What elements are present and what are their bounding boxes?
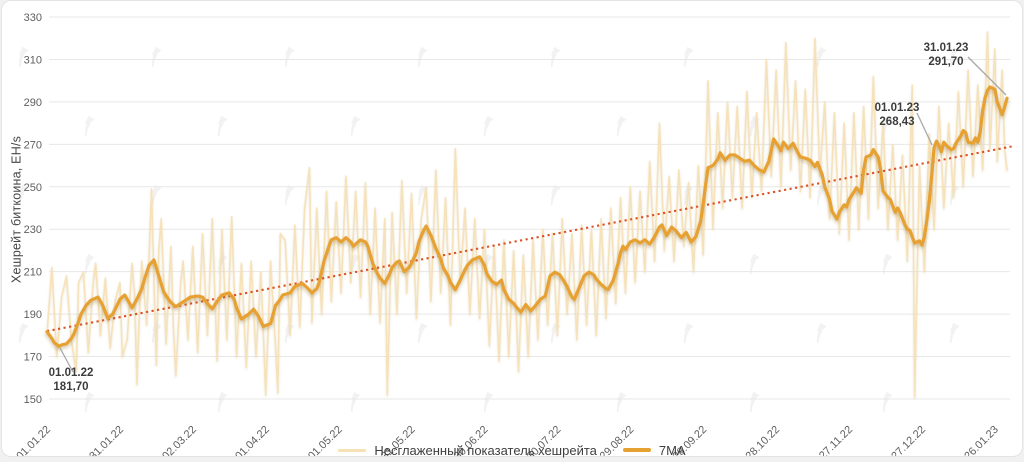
trend-line	[46, 145, 1013, 333]
y-tick-label: 330	[24, 12, 42, 24]
y-tick-label: 170	[24, 352, 42, 364]
legend-label-7ma: 7MA	[658, 442, 686, 458]
y-tick-label: 270	[24, 139, 42, 151]
legend: Несглаженный показатель хешрейта 7MA	[2, 441, 1022, 459]
y-tick-label: 290	[24, 97, 42, 109]
annotation-value: 181,70	[53, 380, 89, 393]
y-tick-label: 190	[24, 309, 42, 321]
callout-line	[967, 56, 1007, 96]
legend-swatch-7ma	[622, 448, 651, 452]
y-tick-label: 210	[24, 267, 42, 279]
callout-line	[59, 347, 74, 373]
legend-item-7ma: 7MA	[622, 442, 686, 458]
raw-series-line	[46, 31, 1008, 398]
annotation-end-value: 31.01.23 291,70	[917, 42, 975, 69]
y-tick-label: 150	[24, 394, 42, 406]
annotation-newyear-value: 01.01.23 268,43	[868, 102, 926, 129]
annotation-start-value: 01.01.22 181,70	[42, 367, 100, 394]
y-tick-label: 310	[24, 54, 42, 66]
legend-label-raw: Несглаженный показатель хешрейта	[374, 442, 597, 458]
y-axis-title: Хешрейт биткоина, EH/s	[9, 135, 24, 284]
y-tick-label: 250	[24, 182, 42, 194]
y-tick-label: 230	[24, 224, 42, 236]
annotation-value: 268,43	[879, 115, 915, 128]
annotation-date: 01.01.22	[48, 367, 94, 379]
annotation-date: 31.01.23	[923, 42, 969, 54]
callout-line	[916, 112, 933, 146]
ma-series-line	[45, 85, 1009, 348]
annotation-date: 01.01.23	[874, 102, 920, 114]
legend-swatch-raw	[338, 448, 367, 452]
legend-item-raw: Несглаженный показатель хешрейта	[338, 442, 597, 458]
annotation-value: 291,70	[928, 55, 964, 68]
